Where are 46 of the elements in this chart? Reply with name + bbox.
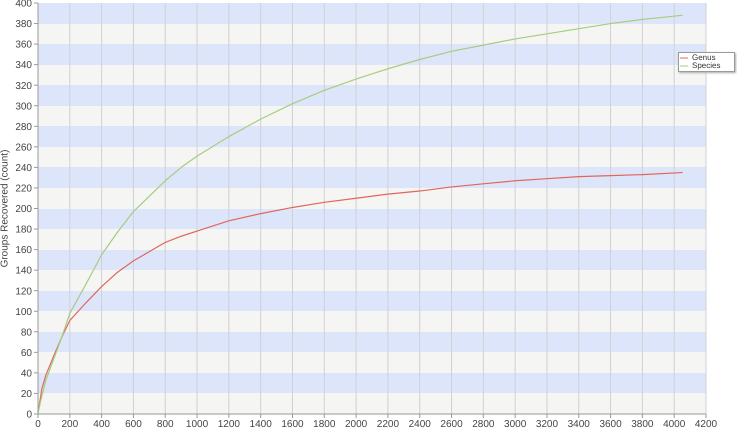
x-tick-label: 800 bbox=[156, 419, 174, 430]
y-tick-label: 140 bbox=[15, 266, 32, 277]
x-tick-label: 2000 bbox=[344, 419, 368, 430]
x-tick-label: 3200 bbox=[536, 419, 559, 430]
x-tick-label: 600 bbox=[125, 419, 142, 430]
x-tick-label: 1400 bbox=[250, 419, 272, 430]
y-tick-label: 360 bbox=[15, 40, 32, 51]
x-tick-label: 1800 bbox=[313, 419, 336, 430]
y-tick-label: 260 bbox=[15, 142, 32, 154]
y-tick-label: 100 bbox=[15, 306, 32, 318]
y-tick-label: 300 bbox=[15, 101, 32, 112]
y-tick-label: 40 bbox=[20, 368, 32, 380]
y-tick-label: 220 bbox=[15, 184, 32, 194]
y-tick-label: 20 bbox=[20, 389, 32, 400]
y-tick-label: 0 bbox=[26, 410, 32, 421]
y-tick-label: 280 bbox=[15, 122, 32, 133]
x-tick-label: 3400 bbox=[568, 419, 590, 430]
x-tick-label: 400 bbox=[93, 419, 110, 430]
y-tick-label: 400 bbox=[15, 0, 32, 10]
x-tick-label: 2200 bbox=[376, 419, 400, 430]
y-tick-label: 120 bbox=[15, 286, 32, 298]
x-tick-label: 3600 bbox=[599, 419, 622, 430]
y-tick-label: 160 bbox=[15, 245, 32, 256]
x-tick-label: 3800 bbox=[631, 419, 654, 430]
x-tick-label: 3000 bbox=[504, 419, 527, 430]
y-tick-label: 80 bbox=[20, 327, 32, 338]
y-tick-label: 240 bbox=[15, 162, 32, 174]
y-tick-label: 380 bbox=[15, 19, 32, 30]
y-tick-label: 320 bbox=[15, 80, 32, 92]
y-tick-label: 180 bbox=[15, 224, 32, 236]
x-tick-label: 2400 bbox=[408, 419, 432, 430]
x-tick-label: 2600 bbox=[440, 419, 464, 430]
y-axis-title: Groups Recovered (count) bbox=[0, 150, 11, 268]
y-tick-label: 200 bbox=[15, 204, 32, 216]
x-tick-label: 0 bbox=[35, 419, 42, 430]
x-tick-label: 4200 bbox=[694, 419, 718, 430]
x-tick-label: 4000 bbox=[663, 419, 686, 430]
legend-label: Species bbox=[692, 61, 720, 70]
x-tick-label: 1200 bbox=[218, 419, 240, 430]
x-tick-label: 2800 bbox=[472, 419, 495, 430]
x-tick-label: 1600 bbox=[281, 419, 304, 430]
y-tick-label: 340 bbox=[15, 60, 32, 72]
x-tick-label: 200 bbox=[61, 419, 79, 430]
x-tick-label: 1000 bbox=[186, 419, 209, 430]
y-tick-label: 60 bbox=[20, 348, 32, 359]
legend-label: Genus bbox=[692, 53, 716, 62]
